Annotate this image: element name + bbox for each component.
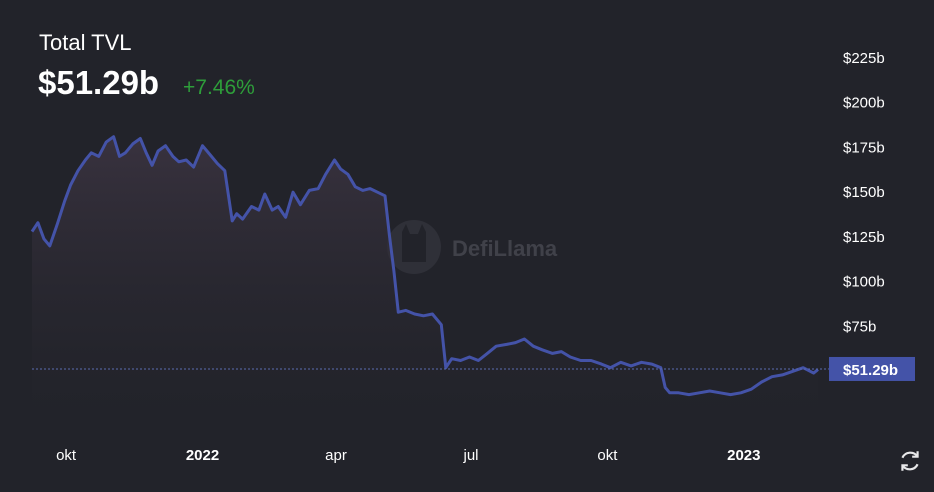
- tvl-series-line: [30, 135, 819, 397]
- chart-title: Total TVL: [39, 30, 132, 55]
- y-tick-label: $100b: [843, 274, 885, 291]
- current-value-tag: $51.29b: [828, 356, 915, 381]
- y-tick-label: $225b: [843, 50, 885, 67]
- y-tick-label: $200b: [843, 95, 885, 112]
- x-tick-label: okt: [56, 447, 77, 464]
- x-axis: okt 2022 apr jul okt 2023: [56, 447, 760, 464]
- y-tick-label: $175b: [843, 139, 885, 156]
- refresh-button[interactable]: [897, 448, 923, 474]
- refresh-icon: [901, 451, 919, 471]
- tvl-area: [32, 136, 818, 425]
- x-tick-label: jul: [462, 447, 478, 464]
- x-tick-label: 2022: [186, 447, 219, 464]
- watermark-text: DefiLlama: [452, 236, 558, 261]
- line-layer: [30, 135, 819, 397]
- current-value-tag-label: $51.29b: [843, 362, 898, 379]
- y-tick-label: $75b: [843, 319, 876, 336]
- y-tick-label: $150b: [843, 184, 885, 201]
- y-axis: $75b $100b $125b $150b $175b $200b $225b: [843, 50, 885, 336]
- x-tick-label: okt: [597, 447, 618, 464]
- x-tick-label: apr: [325, 447, 347, 464]
- area-layer: [32, 136, 818, 425]
- x-tick-label: 2023: [727, 447, 760, 464]
- tvl-value: $51.29b: [38, 64, 160, 101]
- current-value-tag-bg: [829, 356, 915, 381]
- llama-icon-shape: [402, 224, 426, 262]
- watermark: DefiLlama: [387, 220, 558, 274]
- tvl-change: +7.46%: [183, 76, 255, 99]
- y-tick-label: $125b: [843, 229, 885, 246]
